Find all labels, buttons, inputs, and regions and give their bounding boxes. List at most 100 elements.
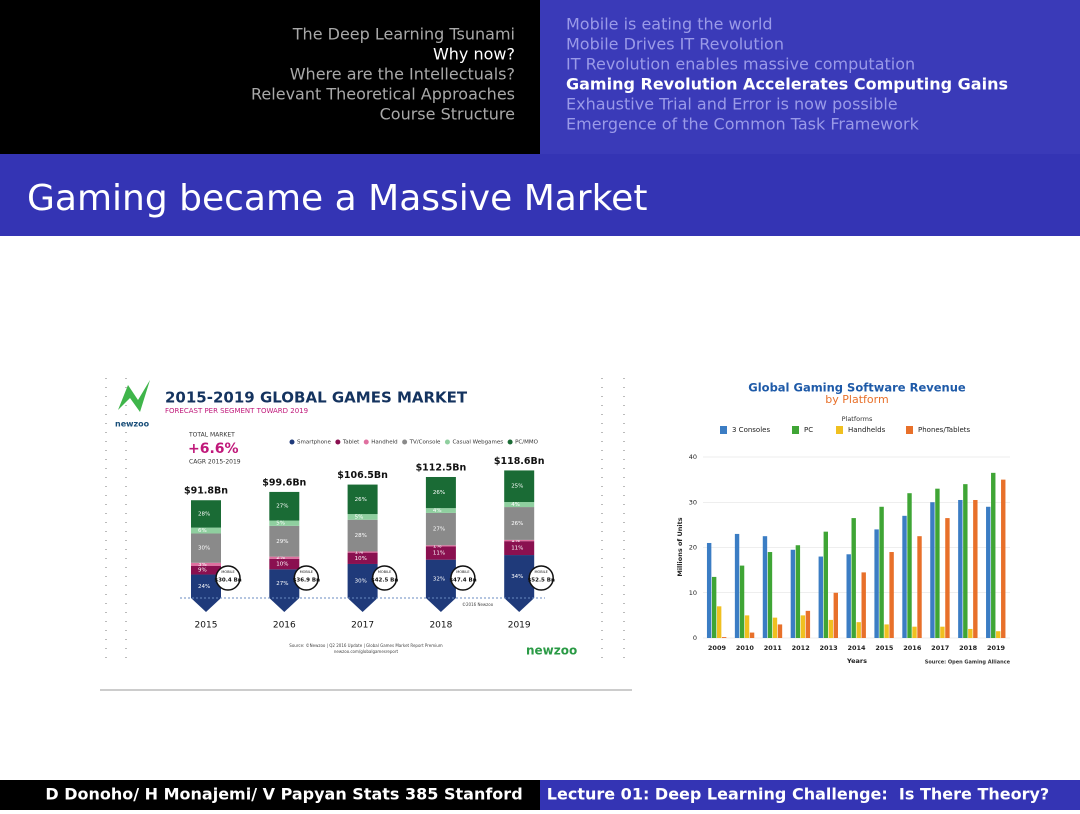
segment-label: 30% [198,546,210,552]
segment-label: 28% [198,511,210,517]
legend-label: Casual Webgames [452,440,503,446]
bar-segment [504,539,535,542]
brand: newzoo [526,644,577,658]
bar [986,506,991,638]
x-tick-label: 2018 [429,621,452,631]
bar-segment [269,558,300,570]
total-caption: TOTAL MARKET [188,432,235,439]
mobile-caption: MOBILE [221,570,234,574]
bar [907,493,912,638]
chart-title: 2015-2019 GLOBAL GAMES MARKET [165,389,468,407]
bar [958,499,963,638]
nav-section: Course Structure [380,105,515,124]
segment-label: 29% [276,539,288,545]
chart-subtitle: by Platform [825,393,888,406]
nav-subsection: Mobile is eating the world [566,15,773,34]
bar-segment [269,491,300,521]
mobile-badge [215,565,241,591]
legend-dot [289,439,295,445]
legend-label: Smartphone [297,440,331,446]
nav-section: Where are the Intellectuals? [290,65,515,84]
mobile-badge [528,565,554,591]
cagr-caption: CAGR 2015-2019 [189,459,241,466]
y-tick-label: 40 [689,453,697,461]
source: newzoo.com/globalgamesreport [334,649,399,654]
mobile-badge [450,565,476,591]
legend-dot [335,439,341,445]
bar-tip [425,598,456,612]
bar-segment [347,514,378,520]
mobile-caption: MOBILE [456,570,469,574]
segment-label: 5% [355,514,364,520]
segment-label: 1% [355,550,364,556]
mobile-caption: MOBILE [300,570,313,574]
bar-segment [269,556,300,559]
mobile-badge [293,565,320,591]
x-tick-label: 2017 [351,621,374,631]
bar [945,518,950,638]
x-tick-label: 2015 [875,644,894,652]
bar [833,592,838,638]
nav-subsection: Exhaustive Trial and Error is now possib… [566,95,898,114]
segment-label: 1% [433,543,442,549]
bar-segment [191,533,221,563]
y-tick-label: 10 [689,589,697,597]
segment-label: 27% [433,527,445,533]
bar-segment [504,507,535,540]
bar [861,572,866,638]
legend-label: PC/MMO [515,440,539,446]
bar [973,499,978,638]
x-tick-label: 2017 [931,644,949,652]
y-tick-label: 20 [689,544,697,552]
bar-segment [504,470,535,503]
bar [823,531,828,638]
segment-label: 4% [433,508,442,514]
x-tick-label: 2011 [764,644,783,652]
nav-subsection: Gaming Revolution Accelerates Computing … [566,75,1008,94]
legend-swatch [836,426,843,434]
bar [711,576,717,638]
legend-label: Tablet [342,440,360,446]
nav-subsection: IT Revolution enables massive computatio… [566,55,915,74]
segment-label: 30% [355,578,367,584]
bar-segment [269,520,300,526]
x-tick-label: 2016 [273,621,296,631]
bar [963,484,968,638]
segment-label: 27% [276,504,288,510]
bar [912,626,917,638]
legend-label: Handheld [371,440,397,446]
segment-label: 6% [198,528,207,534]
segment-label: 3% [198,562,207,568]
bar-segment [191,500,221,528]
legend-dot [444,439,450,445]
bar [884,624,889,638]
mobile-value: $36.9 Bn [293,578,321,584]
bar-segment [425,476,456,509]
y-tick-label: 0 [693,634,697,642]
nav-section: Relevant Theoretical Approaches [251,85,515,104]
total-label: $106.5Bn [337,470,388,481]
footer-left-bg [0,780,540,810]
x-tick-label: 2019 [987,644,1006,652]
header-left [0,0,540,154]
total-label: $99.6Bn [262,477,306,488]
nav-subsection: Mobile Drives IT Revolution [566,35,784,54]
bar [879,506,884,638]
bar [856,622,861,638]
bar [991,472,996,638]
bar-segment [347,484,378,515]
segment-label: 27% [276,581,288,587]
segment-label: 26% [511,521,523,527]
legend-swatch [720,426,727,434]
segment-label: 25% [511,484,523,490]
bar [1001,479,1006,638]
total-label: $91.8Bn [184,486,228,497]
slide-title: Gaming became a Massive Market [27,178,647,219]
legend-dot [507,439,513,445]
bar [818,556,823,638]
bar [930,502,935,638]
segment-label: 10% [276,562,288,568]
segment-label: 9% [198,568,207,574]
total-label: $112.5Bn [416,462,467,473]
